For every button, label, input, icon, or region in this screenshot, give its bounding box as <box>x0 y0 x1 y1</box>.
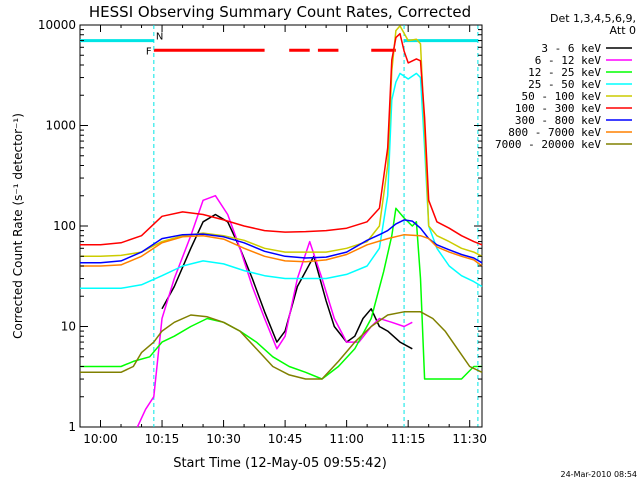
x-tick-label: 11:00 <box>329 432 364 446</box>
y-tick-label: 10000 <box>38 18 76 32</box>
x-tick-label: 11:15 <box>391 432 426 446</box>
series-line <box>80 233 483 267</box>
x-tick-label: 10:15 <box>145 432 180 446</box>
legend-entry-label: 50 - 100 keV <box>522 90 602 103</box>
series-line <box>80 207 482 380</box>
y-tick-label: 100 <box>53 219 76 233</box>
series-line <box>80 219 483 264</box>
legend-entry-label: 25 - 50 keV <box>528 78 601 91</box>
legend-entry-label: 100 - 300 keV <box>515 102 601 115</box>
x-tick-label: 11:30 <box>452 432 487 446</box>
flag-f-label: F <box>146 46 152 57</box>
series-line <box>80 25 483 258</box>
legend-entry-label: 12 - 25 keV <box>528 66 601 79</box>
y-tick-label: 1 <box>68 420 76 434</box>
legend-entry-label: 300 - 800 keV <box>515 114 601 127</box>
timestamp: 24-Mar-2010 08:54 <box>561 470 638 479</box>
legend-entry-label: 7000 - 20000 keV <box>495 138 601 151</box>
series-line <box>80 72 483 290</box>
x-tick-label: 10:30 <box>206 432 241 446</box>
legend-header-line: Det 1,3,4,5,6,9, <box>550 12 636 25</box>
y-axis-label: Corrected Count Rate (s⁻¹ detector⁻¹) <box>11 113 25 339</box>
series-line <box>136 194 413 428</box>
flag-layer: NF <box>80 25 479 427</box>
x-axis-label: Start Time (12-May-05 09:55:42) <box>173 456 387 471</box>
x-tick-label: 10:45 <box>268 432 303 446</box>
legend-entry-label: 6 - 12 keV <box>535 54 602 67</box>
y-tick-label: 1000 <box>45 119 76 133</box>
chart-title: HESSI Observing Summary Count Rates, Cor… <box>89 3 471 21</box>
y-tick-label: 10 <box>61 320 76 334</box>
legend-entry-label: 800 - 7000 keV <box>508 126 601 139</box>
series-line <box>80 32 483 246</box>
legend-entry-label: 3 - 6 keV <box>541 42 601 55</box>
legend-header-line: Att 0 <box>610 24 636 37</box>
axes-layer: 10:00 10:15 10:30 10:45 11:00 11:15 11:30 1 10 10… <box>38 18 487 446</box>
flag-n-label: N <box>156 32 163 43</box>
x-tick-label: 10:00 <box>83 432 118 446</box>
series-layer <box>80 25 483 428</box>
series-line <box>80 311 483 380</box>
